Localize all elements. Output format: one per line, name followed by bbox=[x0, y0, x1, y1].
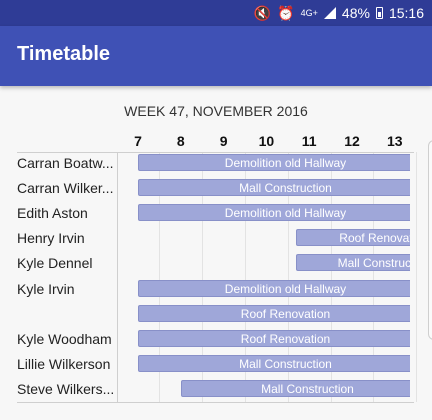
row-employee-name[interactable]: Carran Boatw... bbox=[17, 155, 114, 171]
mute-icon: 🔇 bbox=[253, 5, 272, 21]
row-employee-name[interactable]: Kyle Dennel bbox=[17, 255, 93, 272]
hour-label: 13 bbox=[387, 133, 403, 149]
event-bar[interactable]: Demolition old Hallway bbox=[138, 204, 410, 221]
event-bar[interactable]: Roof Renovation bbox=[296, 229, 410, 246]
status-bar: 🔇 ⏰ 4G+ 48% 15:16 bbox=[0, 0, 432, 26]
grid-line bbox=[288, 152, 289, 402]
event-bar[interactable]: Mall Construction bbox=[181, 380, 410, 397]
battery-icon bbox=[375, 7, 383, 19]
battery-percent: 48% bbox=[341, 5, 370, 21]
week-label: WEEK 47, NOVEMBER 2016 bbox=[124, 103, 308, 119]
grid-line bbox=[202, 152, 203, 402]
hour-label: 12 bbox=[344, 133, 360, 149]
hour-label: 8 bbox=[176, 133, 185, 149]
row-employee-name[interactable]: Henry Irvin bbox=[17, 230, 85, 247]
row-employee-name[interactable] bbox=[17, 304, 117, 324]
grid-border bbox=[17, 402, 414, 403]
app-bar: Timetable bbox=[0, 26, 432, 86]
row-employee-name[interactable]: Carran Wilker... bbox=[17, 180, 114, 197]
grid-line bbox=[159, 152, 160, 402]
event-bar[interactable]: Mall Construction bbox=[138, 179, 410, 196]
hour-label: 11 bbox=[301, 133, 317, 149]
row-employee-name[interactable]: Kyle Woodham bbox=[17, 330, 112, 347]
row-employee-name[interactable]: Edith Aston bbox=[17, 205, 88, 222]
event-bar[interactable]: Demolition old Hallway bbox=[138, 154, 410, 171]
grid-line bbox=[416, 152, 417, 402]
grid-line bbox=[117, 152, 118, 402]
grid-line bbox=[331, 152, 332, 402]
event-bar[interactable]: Demolition old Hallway bbox=[138, 280, 410, 297]
hour-label: 7 bbox=[134, 133, 142, 149]
events-area[interactable]: Demolition old Hallway Mall Construction D… bbox=[117, 152, 410, 402]
hour-label: 10 bbox=[258, 133, 275, 149]
clock-time: 15:16 bbox=[388, 5, 424, 21]
event-bar[interactable]: Roof Renovation bbox=[138, 305, 410, 322]
status-icons: 🔇 ⏰ 4G+ 48% 15:16 bbox=[254, 0, 424, 26]
side-panel-edge[interactable] bbox=[428, 140, 432, 340]
grid-line bbox=[373, 152, 374, 402]
row-employee-name[interactable]: Kyle Irvin bbox=[17, 280, 75, 297]
event-bar[interactable]: Mall Construction bbox=[138, 355, 410, 372]
page-title: Timetable bbox=[17, 43, 110, 65]
hour-label: 9 bbox=[219, 133, 228, 149]
row-employee-name[interactable]: Lillie Wilkerson bbox=[17, 355, 111, 372]
event-bar[interactable]: Mall Construction bbox=[296, 254, 410, 271]
row-employee-name[interactable]: Steve Wilkers... bbox=[17, 380, 115, 397]
grid-border bbox=[17, 152, 414, 153]
signal-icon bbox=[323, 7, 336, 19]
network-type: 4G+ bbox=[300, 7, 318, 18]
event-bar[interactable]: Roof Renovation bbox=[138, 330, 410, 347]
grid-line bbox=[245, 152, 246, 402]
alarm-icon: ⏰ bbox=[277, 5, 295, 21]
